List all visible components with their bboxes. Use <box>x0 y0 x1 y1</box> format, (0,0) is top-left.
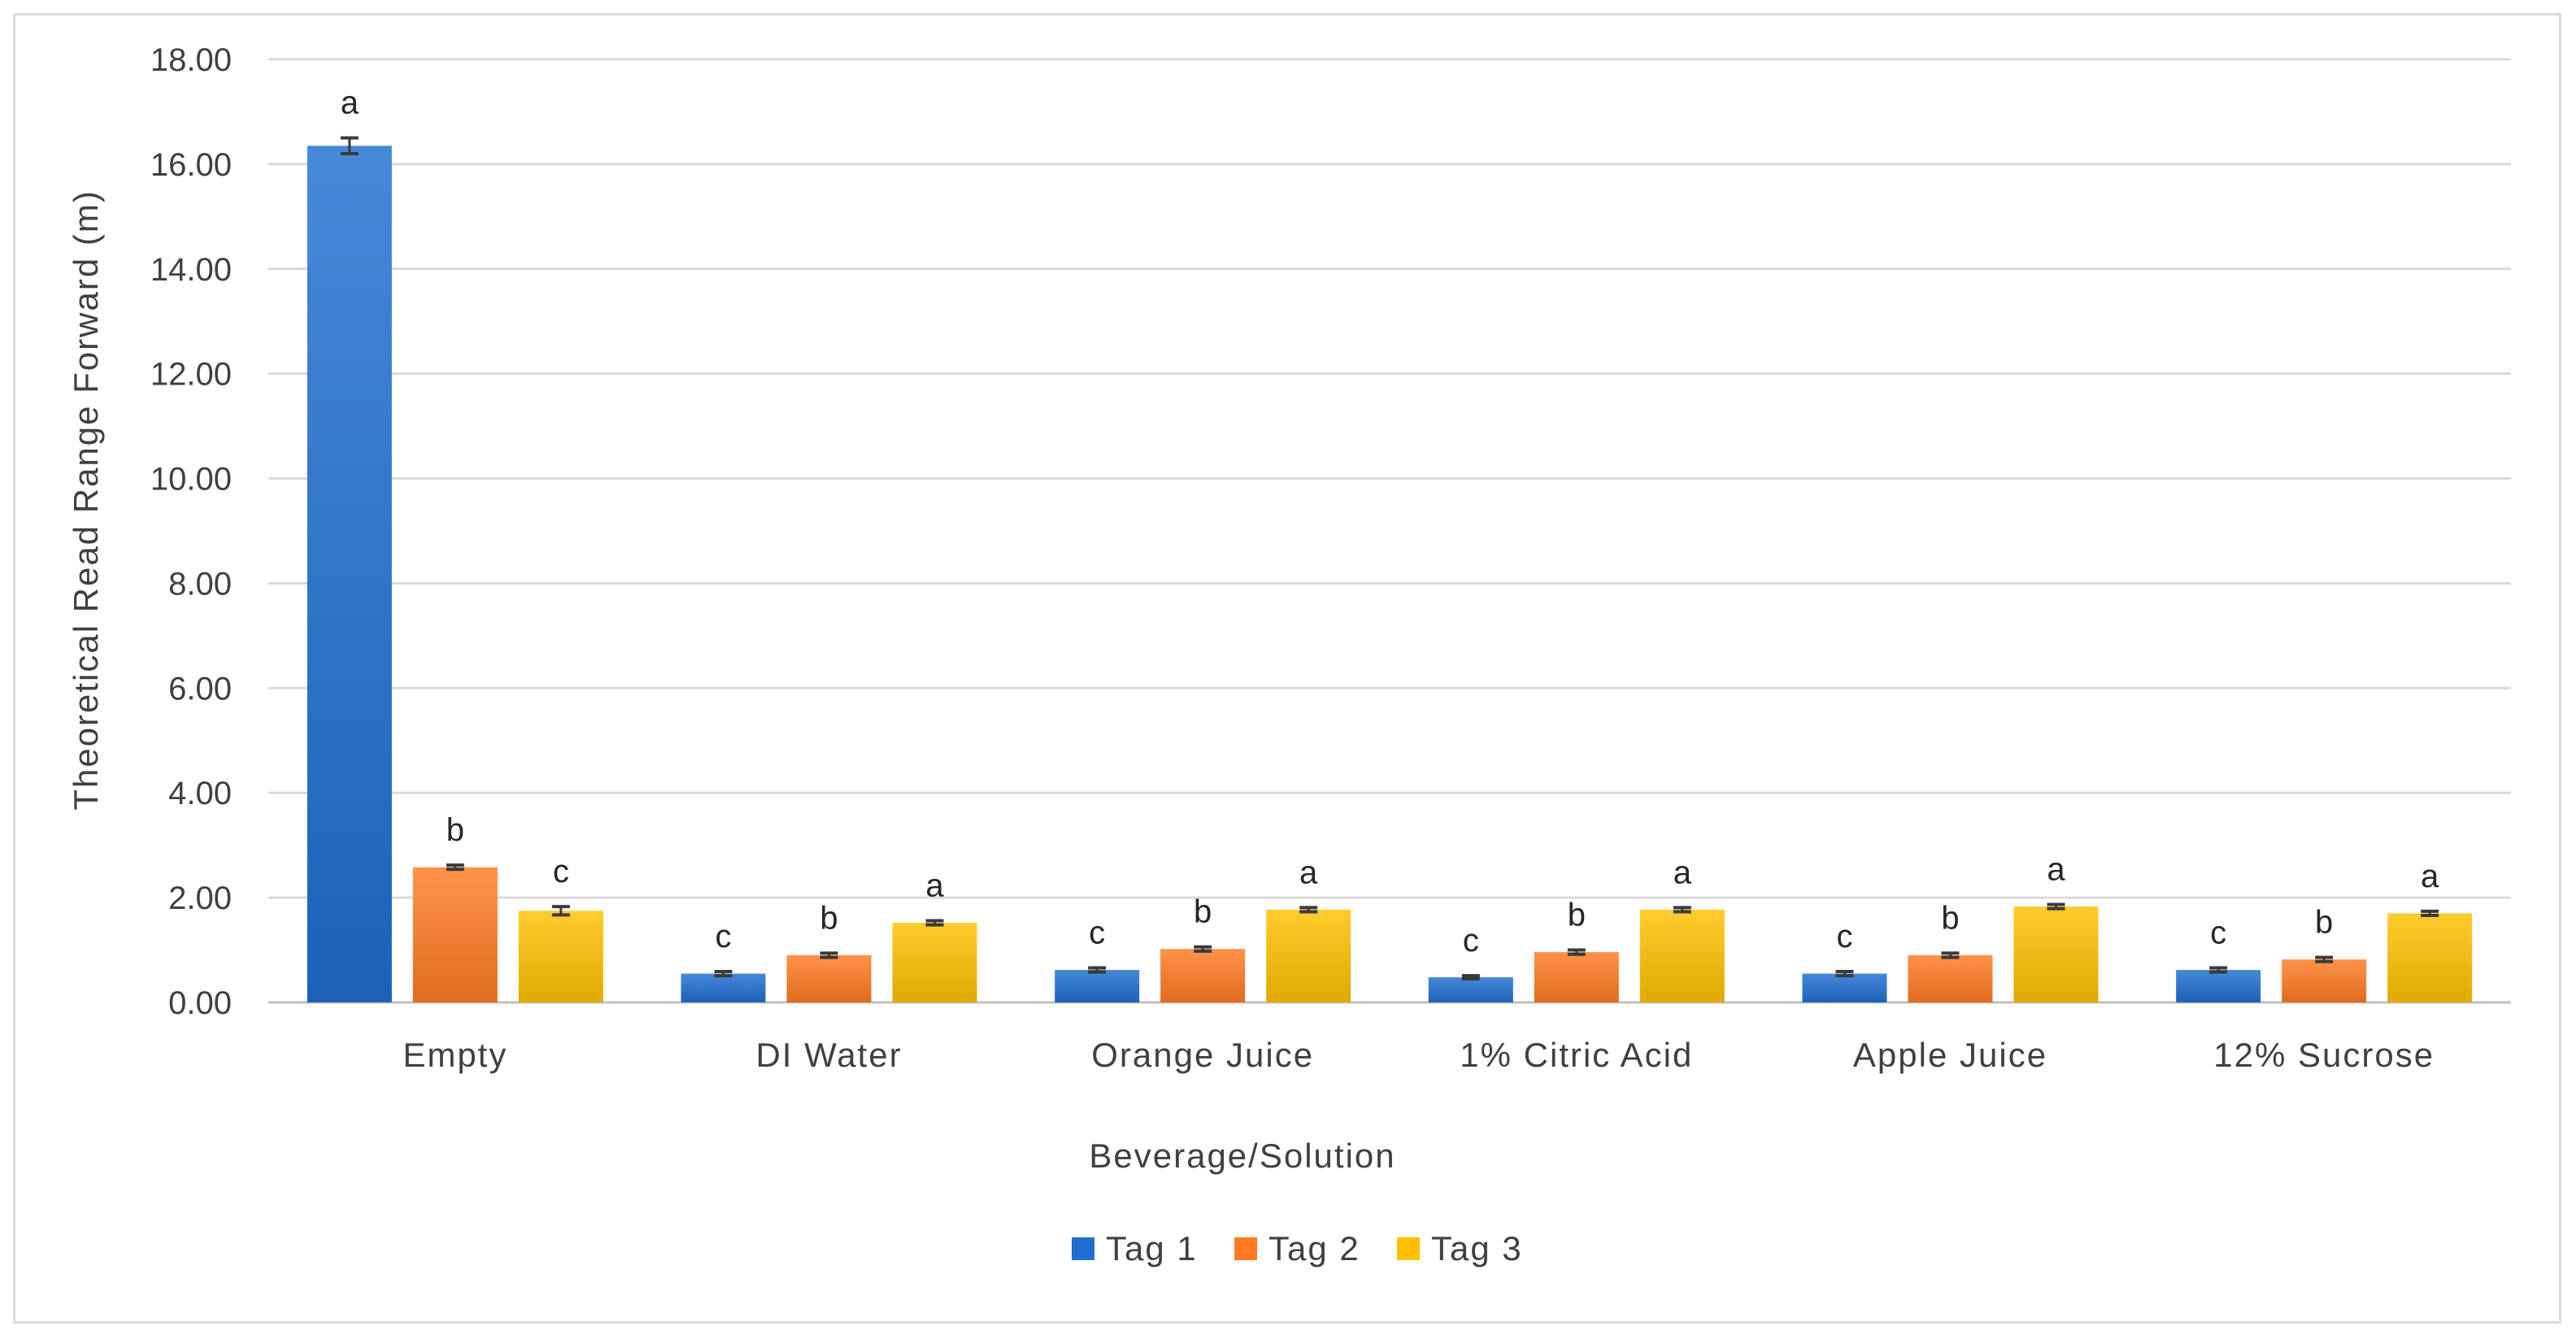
significance-letter: c <box>1463 923 1479 959</box>
x-axis-title: Beverage/Solution <box>1089 1137 1395 1175</box>
y-tick-label: 8.00 <box>168 566 232 602</box>
y-tick-label: 16.00 <box>150 147 232 183</box>
legend-label: Tag 3 <box>1431 1229 1523 1267</box>
bar <box>1266 909 1351 1002</box>
significance-letter: b <box>446 812 464 848</box>
significance-letter: b <box>2315 905 2333 941</box>
error-bars <box>340 136 2439 980</box>
legend-label: Tag 1 <box>1106 1229 1198 1267</box>
x-category-label: DI Water <box>755 1036 902 1074</box>
gridlines <box>268 58 2511 1004</box>
bar <box>1908 955 1993 1002</box>
significance-letter: c <box>716 919 732 954</box>
bar <box>1534 952 1619 1002</box>
bars <box>307 146 2473 1002</box>
significance-letter: b <box>820 900 838 936</box>
legend-swatch <box>1072 1237 1094 1260</box>
significance-letter: a <box>1673 854 1692 890</box>
bar <box>1428 977 1513 1002</box>
y-tick-label: 0.00 <box>168 985 232 1021</box>
significance-letter: a <box>2421 859 2439 894</box>
significance-letter: c <box>1837 919 1853 954</box>
significance-letter: c <box>2210 915 2226 950</box>
y-tick-label: 4.00 <box>168 776 232 811</box>
bar <box>1639 909 1725 1002</box>
y-tick-label: 18.00 <box>150 42 232 78</box>
bar <box>1802 973 1887 1002</box>
legend-swatch <box>1397 1237 1420 1260</box>
x-axis-categories: Empty DI Water Orange Juice 1% Citric Acid A… <box>402 1036 2435 1074</box>
y-tick-label: 10.00 <box>150 462 232 498</box>
bar <box>892 923 977 1002</box>
x-category-label: 12% Sucrose <box>2213 1036 2435 1074</box>
significance-letter: a <box>1299 854 1318 890</box>
significance-letter: a <box>925 867 944 903</box>
bar <box>1160 949 1246 1002</box>
legend: Tag 1 Tag 2 Tag 3 <box>1072 1229 1523 1267</box>
x-category-label: Empty <box>402 1036 507 1074</box>
legend-swatch <box>1234 1237 1257 1260</box>
bar <box>2387 913 2473 1002</box>
bar <box>681 973 766 1002</box>
y-tick-label: 14.00 <box>150 252 232 288</box>
chart-frame <box>13 13 2561 1324</box>
bar <box>1055 970 1140 1002</box>
significance-letter: a <box>341 85 359 121</box>
significance-letters: a b c c b a c b a c b a c b a c b a <box>341 85 2439 959</box>
bar <box>2013 906 2099 1002</box>
x-category-label: Orange Juice <box>1091 1036 1314 1074</box>
bar <box>2176 970 2261 1002</box>
bar <box>307 146 392 1002</box>
bar <box>786 955 872 1002</box>
bar <box>2282 959 2367 1002</box>
significance-letter: a <box>2047 851 2065 887</box>
y-tick-label: 6.00 <box>168 671 232 706</box>
significance-letter: b <box>1194 894 1212 930</box>
y-tick-label: 2.00 <box>168 880 232 916</box>
bar <box>518 911 603 1002</box>
significance-letter: c <box>1089 915 1105 950</box>
significance-letter: b <box>1568 898 1586 933</box>
bar <box>412 867 498 1002</box>
y-axis-title: Theoretical Read Range Forward (m) <box>67 189 105 811</box>
significance-letter: b <box>1941 900 1959 936</box>
x-category-label: 1% Citric Acid <box>1460 1036 1693 1074</box>
y-tick-label: 12.00 <box>150 357 232 393</box>
x-category-label: Apple Juice <box>1853 1036 2047 1074</box>
y-axis-ticks: 0.00 2.00 4.00 6.00 8.00 10.00 12.00 14.00 16.00… <box>150 42 232 1021</box>
legend-label: Tag 2 <box>1268 1229 1360 1267</box>
significance-letter: c <box>553 854 569 889</box>
